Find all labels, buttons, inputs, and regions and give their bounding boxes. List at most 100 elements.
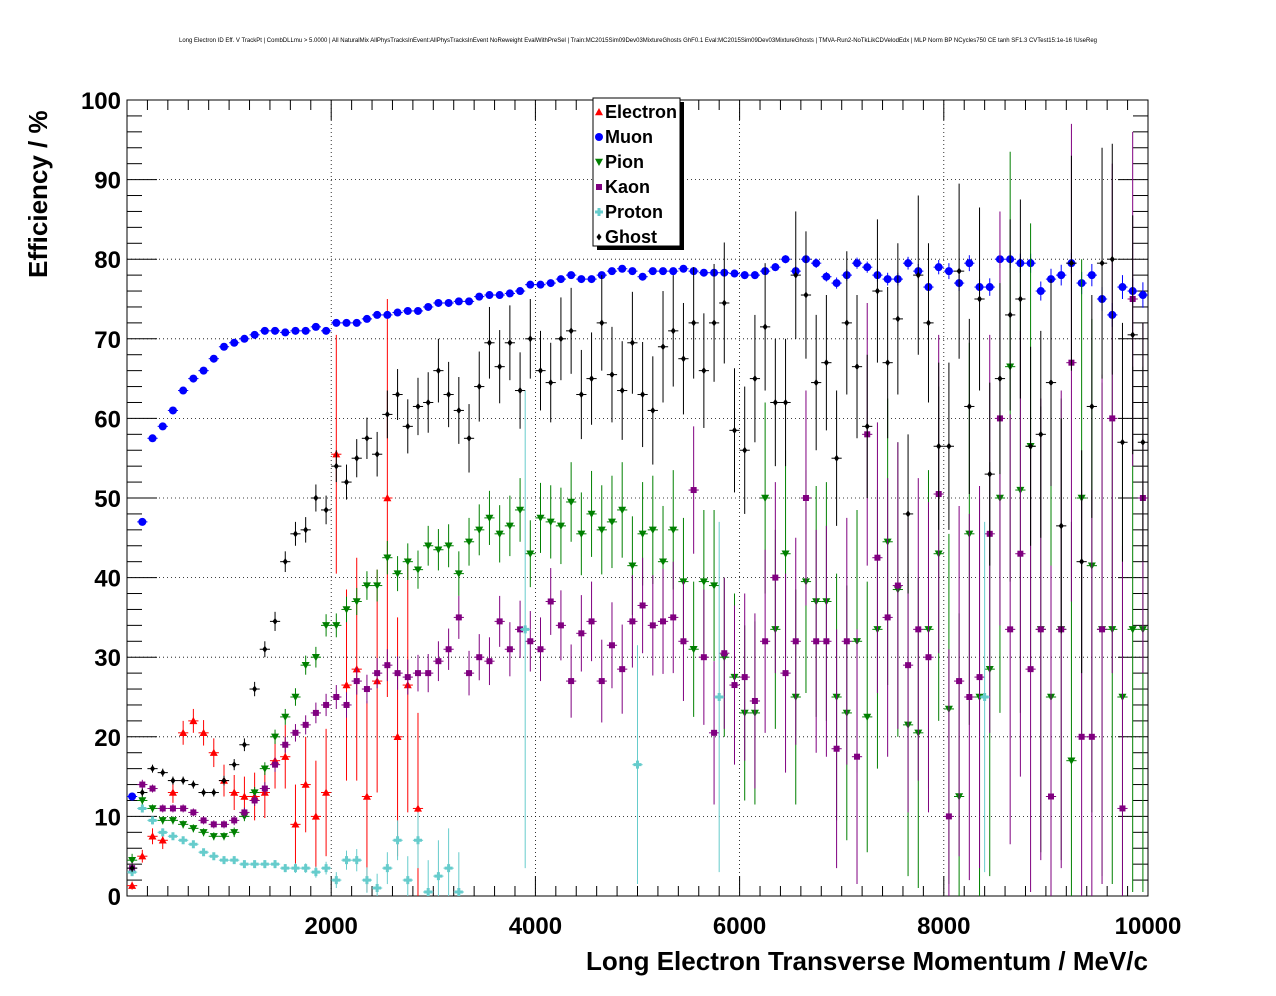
muon-point [250, 330, 259, 339]
muon-point [260, 326, 269, 335]
kaon-point [639, 602, 646, 609]
muon-point [505, 289, 514, 298]
pion-point [260, 765, 269, 773]
muon-point [587, 275, 596, 284]
y-tick-label: 60 [94, 406, 121, 433]
proton-point [332, 876, 341, 885]
ghost-point [231, 761, 237, 769]
kaon-point [149, 785, 156, 792]
ghost-point [936, 442, 942, 450]
muon-point [526, 280, 535, 289]
kaon-point [231, 817, 238, 824]
muon-point [1036, 287, 1045, 296]
pion-point [465, 538, 474, 546]
ghost-point [946, 442, 952, 450]
ghost-point [1140, 438, 1146, 446]
ghost-point [721, 299, 727, 307]
muon-point [740, 271, 749, 280]
ghost-point [323, 506, 329, 514]
pion-point [546, 518, 555, 526]
electron-point [168, 788, 177, 796]
ghost-point [874, 287, 880, 295]
ghost-point [333, 462, 339, 470]
proton-point [322, 864, 331, 873]
proton-point [352, 856, 361, 865]
muon-point [424, 302, 433, 311]
muon-point [332, 318, 341, 327]
ghost-point [446, 391, 452, 399]
pion-point [505, 522, 514, 530]
ghost-point [303, 526, 309, 534]
muon-point [230, 338, 239, 347]
muon-series [127, 250, 1148, 801]
pion-point [322, 622, 331, 630]
ghost-point [650, 406, 656, 414]
proton-point [403, 876, 412, 885]
kaon-point [833, 745, 840, 752]
ghost-point [170, 777, 176, 785]
proton-point [281, 864, 290, 873]
ghost-point [1079, 558, 1085, 566]
pion-point [291, 693, 300, 701]
x-tick-label: 8000 [917, 913, 970, 940]
pion-point [189, 825, 198, 833]
ghost-point [803, 291, 809, 299]
ghost-point [129, 864, 135, 872]
muon-point [189, 374, 198, 383]
kaon-point [578, 630, 585, 637]
ghost-point [517, 387, 523, 395]
pion-point [618, 506, 627, 514]
kaon-point [741, 674, 748, 681]
muon-point [413, 306, 422, 315]
muon-point [373, 310, 382, 319]
electron-point [301, 780, 310, 788]
kaon-point [894, 582, 901, 589]
muon-point [138, 517, 147, 526]
ghost-point [997, 375, 1003, 383]
proton-point [393, 836, 402, 845]
muon-point [209, 354, 218, 363]
kaon-point [1099, 626, 1106, 633]
ghost-point [211, 789, 217, 797]
ghost-point [486, 339, 492, 347]
muon-point [516, 287, 525, 296]
ghost-point [885, 359, 891, 367]
legend-label-proton: Proton [605, 202, 663, 222]
proton-point [301, 864, 310, 873]
muon-point [750, 271, 759, 280]
muon-point [832, 279, 841, 288]
pion-point [516, 506, 525, 514]
ghost-point [507, 339, 513, 347]
kaon-point [1017, 550, 1024, 557]
kaon-point [363, 686, 370, 693]
x-axis-label: Long Electron Transverse Momentum / MeV/… [586, 946, 1148, 976]
pion-point [444, 542, 453, 550]
pion-point [526, 550, 535, 558]
kaon-point [1048, 793, 1055, 800]
y-tick-label: 80 [94, 247, 121, 274]
ghost-point [1089, 402, 1095, 410]
ghost-point [1109, 255, 1115, 263]
kaon-point [425, 670, 432, 677]
grid [127, 100, 1148, 896]
muon-point [301, 326, 310, 335]
pion-point [403, 558, 412, 566]
y-tick-label: 70 [94, 327, 121, 354]
ghost-point [834, 454, 840, 462]
legend-label-ghost: Ghost [605, 227, 657, 247]
muon-point [158, 422, 167, 431]
ghost-point [670, 327, 676, 335]
y-tick-label: 50 [94, 486, 121, 513]
proton-point [291, 864, 300, 873]
electron-point [383, 494, 392, 502]
kaon-point [180, 805, 187, 812]
muon-point [934, 263, 943, 272]
kaon-point [598, 678, 605, 685]
electron-point [291, 820, 300, 828]
electron-point [158, 836, 167, 844]
ghost-point [905, 510, 911, 518]
y-tick-label: 0 [108, 884, 121, 911]
kaon-point [823, 638, 830, 645]
kaon-point [190, 809, 197, 816]
ghost-point [823, 359, 829, 367]
